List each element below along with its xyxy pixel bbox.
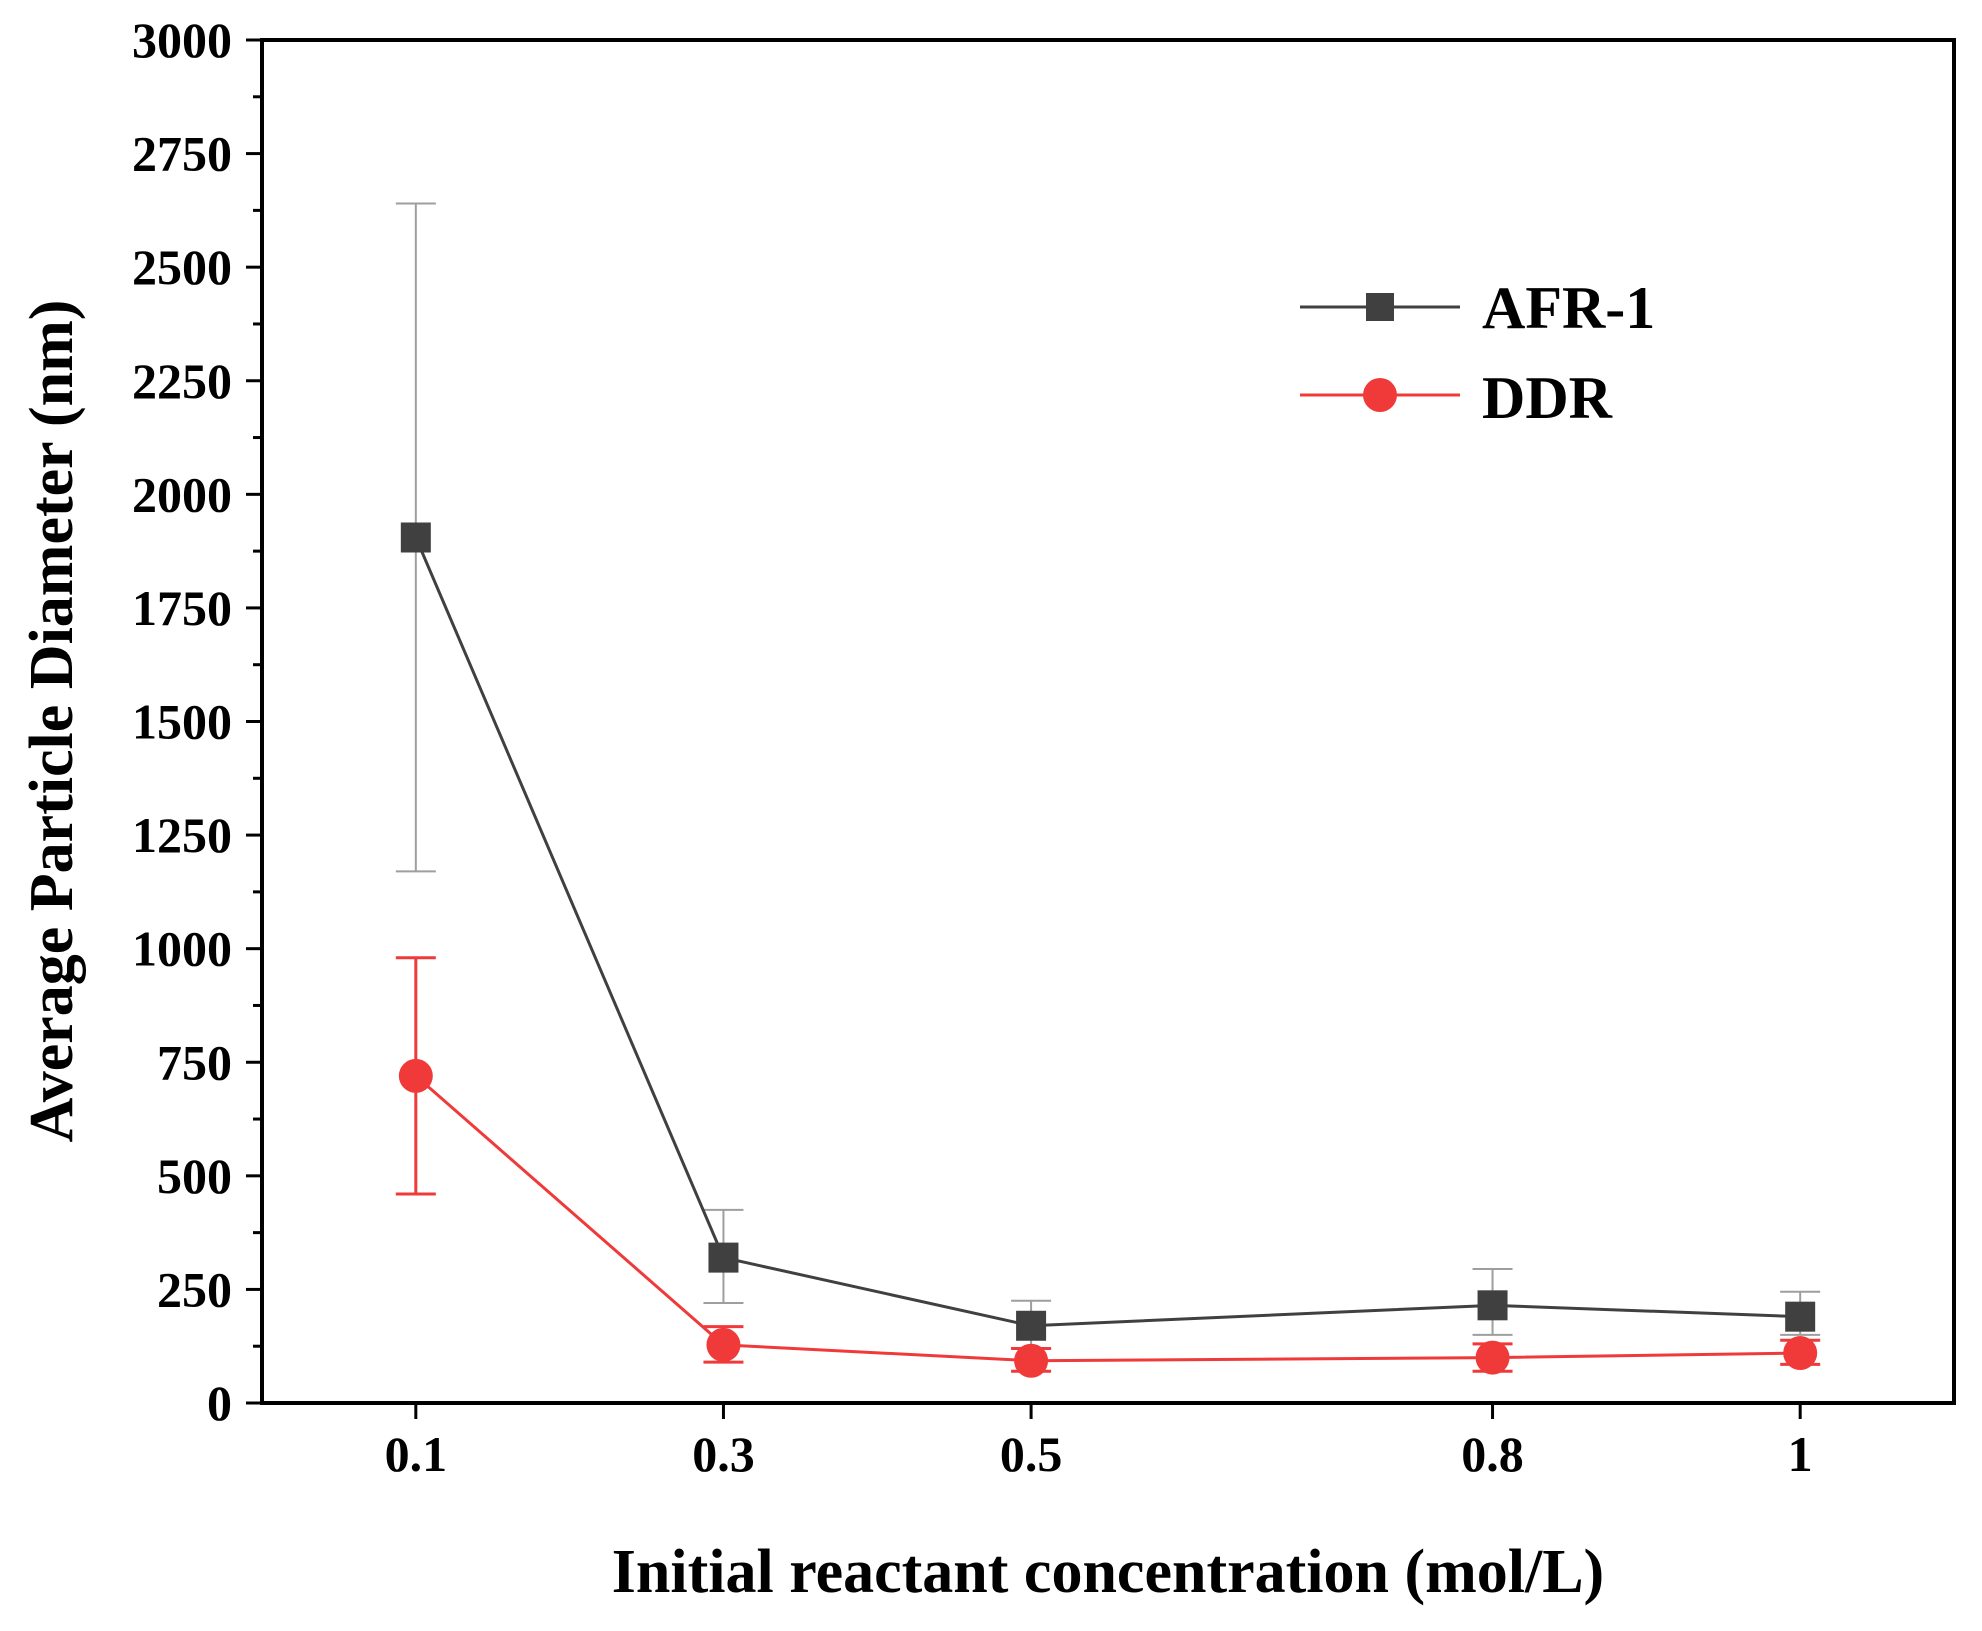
x-tick-label-0.5: 0.5 [1000, 1426, 1063, 1482]
x-tick-label-0.8: 0.8 [1461, 1426, 1524, 1482]
afr1-point [1477, 1290, 1508, 1321]
afr1-line [414, 536, 1801, 1328]
x-tick-label-0.1: 0.1 [385, 1426, 448, 1482]
ddr-line [414, 1074, 1801, 1363]
y-tick-label-1000: 1000 [132, 921, 232, 977]
x-tick-label-1: 1 [1788, 1426, 1813, 1482]
legend-marker-ddr [1363, 378, 1397, 412]
y-tick-label-2000: 2000 [132, 466, 232, 522]
y-tick-label-3000: 3000 [132, 12, 232, 68]
y-tick-label-1500: 1500 [132, 694, 232, 750]
plot-frame [260, 38, 1956, 1405]
y-tick-label-500: 500 [157, 1148, 232, 1204]
legend: AFR-1 DDR [1300, 275, 1655, 431]
y-tick-label-250: 250 [157, 1261, 232, 1317]
ddr-point [398, 1058, 433, 1093]
y-tick-label-2250: 2250 [132, 353, 232, 409]
y-tick-label-1750: 1750 [132, 580, 232, 636]
y-tick-label-2500: 2500 [132, 239, 232, 295]
y-tick-label-750: 750 [157, 1034, 232, 1090]
y-axis-title: Average Particle Diameter (nm) [18, 300, 86, 1143]
legend-marker-afr1 [1366, 293, 1394, 321]
legend-label-afr1: AFR-1 [1482, 275, 1655, 341]
ddr-point [1783, 1336, 1818, 1371]
y-tick-label-2750: 2750 [132, 126, 232, 182]
afr1-point [1016, 1310, 1047, 1341]
x-tick-label-0.3: 0.3 [692, 1426, 755, 1482]
y-tick-label-1250: 1250 [132, 807, 232, 863]
ddr-point [1475, 1340, 1510, 1375]
legend-label-ddr: DDR [1482, 365, 1613, 431]
afr1-point [400, 522, 431, 553]
y-tick-label-0: 0 [207, 1375, 232, 1431]
ddr-point [1014, 1343, 1049, 1378]
ddr-point [706, 1327, 741, 1362]
x-axis-title: Initial reactant concentration (mol/L) [612, 1538, 1604, 1606]
afr1-point [708, 1242, 739, 1273]
afr1-point [1785, 1301, 1816, 1332]
